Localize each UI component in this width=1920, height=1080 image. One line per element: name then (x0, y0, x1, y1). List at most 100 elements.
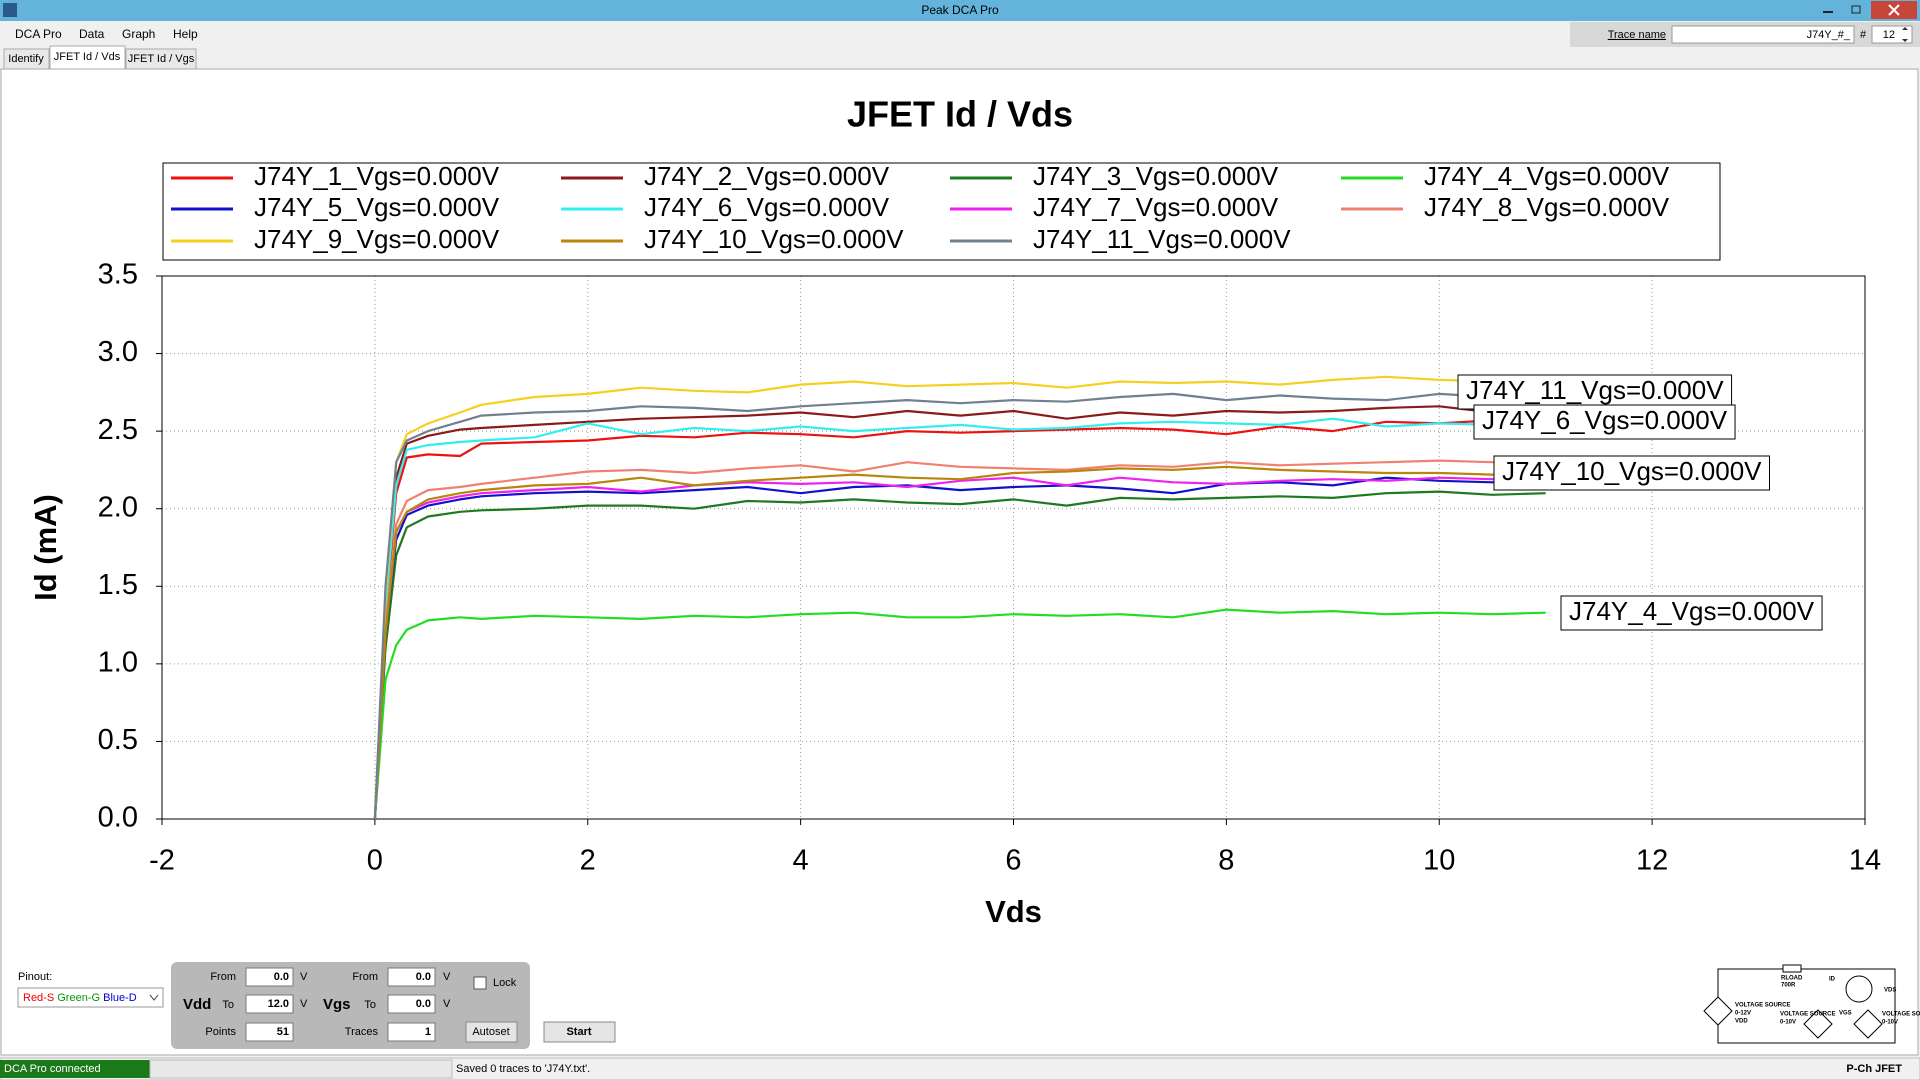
legend-label: J74Y_4_Vgs=0.000V (1424, 161, 1670, 191)
traces-label: Traces (345, 1026, 379, 1038)
jfet (1845, 975, 1873, 1003)
trace-name-input[interactable] (1671, 25, 1855, 44)
pinout-select[interactable] (17, 987, 164, 1008)
series-line (373, 476, 1546, 820)
pinout-g: Green-G (57, 992, 100, 1004)
vgs-to-value: 0.0 (416, 998, 431, 1010)
x-axis-label: Vds (985, 894, 1042, 929)
pinout-value: Red-S Green-G Blue-D (23, 992, 137, 1004)
autoset-button[interactable] (465, 1021, 518, 1043)
menu-item[interactable]: Data (79, 27, 105, 41)
source-vds (1853, 1009, 1883, 1039)
x-tick-label: 0 (367, 845, 383, 877)
y-tick-label: 1.0 (98, 647, 138, 679)
lock-label: Lock (493, 977, 517, 989)
series-line (373, 392, 1546, 820)
y-axis-label: Id (mA) (28, 494, 63, 601)
dropdown-arrow (149, 994, 159, 1001)
legend-label: J74Y_8_Vgs=0.000V (1424, 192, 1670, 222)
pinout-d: Blue-D (103, 992, 137, 1004)
unit: V (300, 971, 308, 983)
circuit-diagram (1703, 964, 1896, 1044)
lock-checkbox[interactable] (473, 976, 487, 990)
y-tick-label: 3.5 (98, 259, 138, 291)
autoset-label: Autoset (472, 1026, 509, 1038)
x-tick-label: 12 (1636, 845, 1668, 877)
traces-value: 1 (425, 1026, 431, 1038)
menu-item[interactable]: Graph (122, 27, 155, 41)
series-line (373, 459, 1546, 820)
points-label: Points (205, 1026, 236, 1038)
trace-number-input[interactable] (1871, 25, 1913, 44)
trace-name-value: J74Y_#_ (1807, 29, 1851, 41)
y-tick-label: 0.0 (98, 802, 138, 834)
series-line (373, 419, 1546, 820)
tab-label: JFET Id / Vds (54, 51, 121, 63)
vgs-label: Vgs (323, 996, 351, 1013)
vdd-from-label: From (210, 971, 236, 983)
vdd-to-value: 12.0 (268, 998, 289, 1010)
trace-end-label-box (1560, 595, 1823, 631)
menu-item[interactable]: Help (173, 27, 198, 41)
restore-icon (1851, 5, 1861, 14)
circuit-label: 0-10V (1882, 1020, 1898, 1026)
minimize-button[interactable] (1815, 2, 1841, 18)
traces-input[interactable] (387, 1022, 436, 1042)
pinout-s: Red-S (23, 992, 54, 1004)
trace-number-value: 12 (1883, 29, 1895, 41)
circuit-label: 0-10V (1780, 1020, 1796, 1026)
series-line (373, 465, 1546, 820)
x-tick-label: 2 (580, 845, 596, 877)
circuit-label: VDS (1884, 988, 1896, 994)
vgs-from-input[interactable] (387, 967, 436, 987)
y-tick-label: 1.5 (98, 569, 138, 601)
circuit-label: VOLTAGE SOURCE (1882, 1012, 1920, 1018)
status-message: Saved 0 traces to 'J74Y.txt'. (456, 1063, 590, 1075)
menu-item[interactable]: DCA Pro (15, 27, 62, 41)
window-buttons (1815, 1, 1917, 19)
legend-box (162, 162, 1721, 261)
circuit-label: ID (1829, 977, 1836, 983)
series-line (373, 490, 1546, 820)
source-vgs (1803, 1009, 1833, 1039)
trace-end-label: J74Y_11_Vgs=0.000V (1466, 375, 1724, 405)
series-line (373, 405, 1546, 820)
trace-name-label: Trace name (1608, 29, 1666, 41)
x-tick-label: 6 (1005, 845, 1021, 877)
vdd-to-label: To (222, 999, 234, 1011)
spinner[interactable] (1902, 27, 1908, 42)
points-input[interactable] (245, 1022, 294, 1042)
trace-number-label: # (1860, 29, 1867, 41)
start-button[interactable] (543, 1021, 616, 1043)
device-type: P-Ch JFET (1846, 1063, 1902, 1075)
vgs-to-label: To (364, 999, 376, 1011)
plot-frame (161, 275, 1866, 820)
vdd-to-input[interactable] (245, 994, 294, 1014)
trace-end-label-box (1493, 455, 1770, 491)
vgs-from-value: 0.0 (416, 971, 431, 983)
close-icon (1888, 4, 1900, 16)
legend-label: J74Y_9_Vgs=0.000V (254, 224, 500, 254)
status-bar (0, 1057, 1920, 1080)
restore-button[interactable] (1843, 2, 1869, 18)
tab-label: JFET Id / Vgs (128, 53, 195, 65)
x-tick-label: 14 (1849, 845, 1881, 877)
points-value: 51 (277, 1026, 289, 1038)
trace-end-label-box (1457, 374, 1733, 410)
y-tick-label: 2.5 (98, 414, 138, 446)
unit: V (443, 998, 451, 1010)
trace-end-label-box (1473, 404, 1736, 440)
y-tick-label: 2.0 (98, 491, 138, 523)
pinout-label: Pinout: (18, 971, 52, 983)
circuit-label: VOLTAGE SOURCE (1735, 1003, 1790, 1009)
legend-label: J74Y_6_Vgs=0.000V (644, 192, 890, 222)
progress-bar (149, 1059, 453, 1079)
vgs-to-input[interactable] (387, 994, 436, 1014)
x-tick-label: -2 (149, 845, 175, 877)
circuit-label: VOLTAGE SOURCE (1780, 1012, 1835, 1018)
connection-indicator (0, 1060, 150, 1078)
window-title: Peak DCA Pro (921, 3, 999, 17)
vdd-from-input[interactable] (245, 967, 294, 987)
